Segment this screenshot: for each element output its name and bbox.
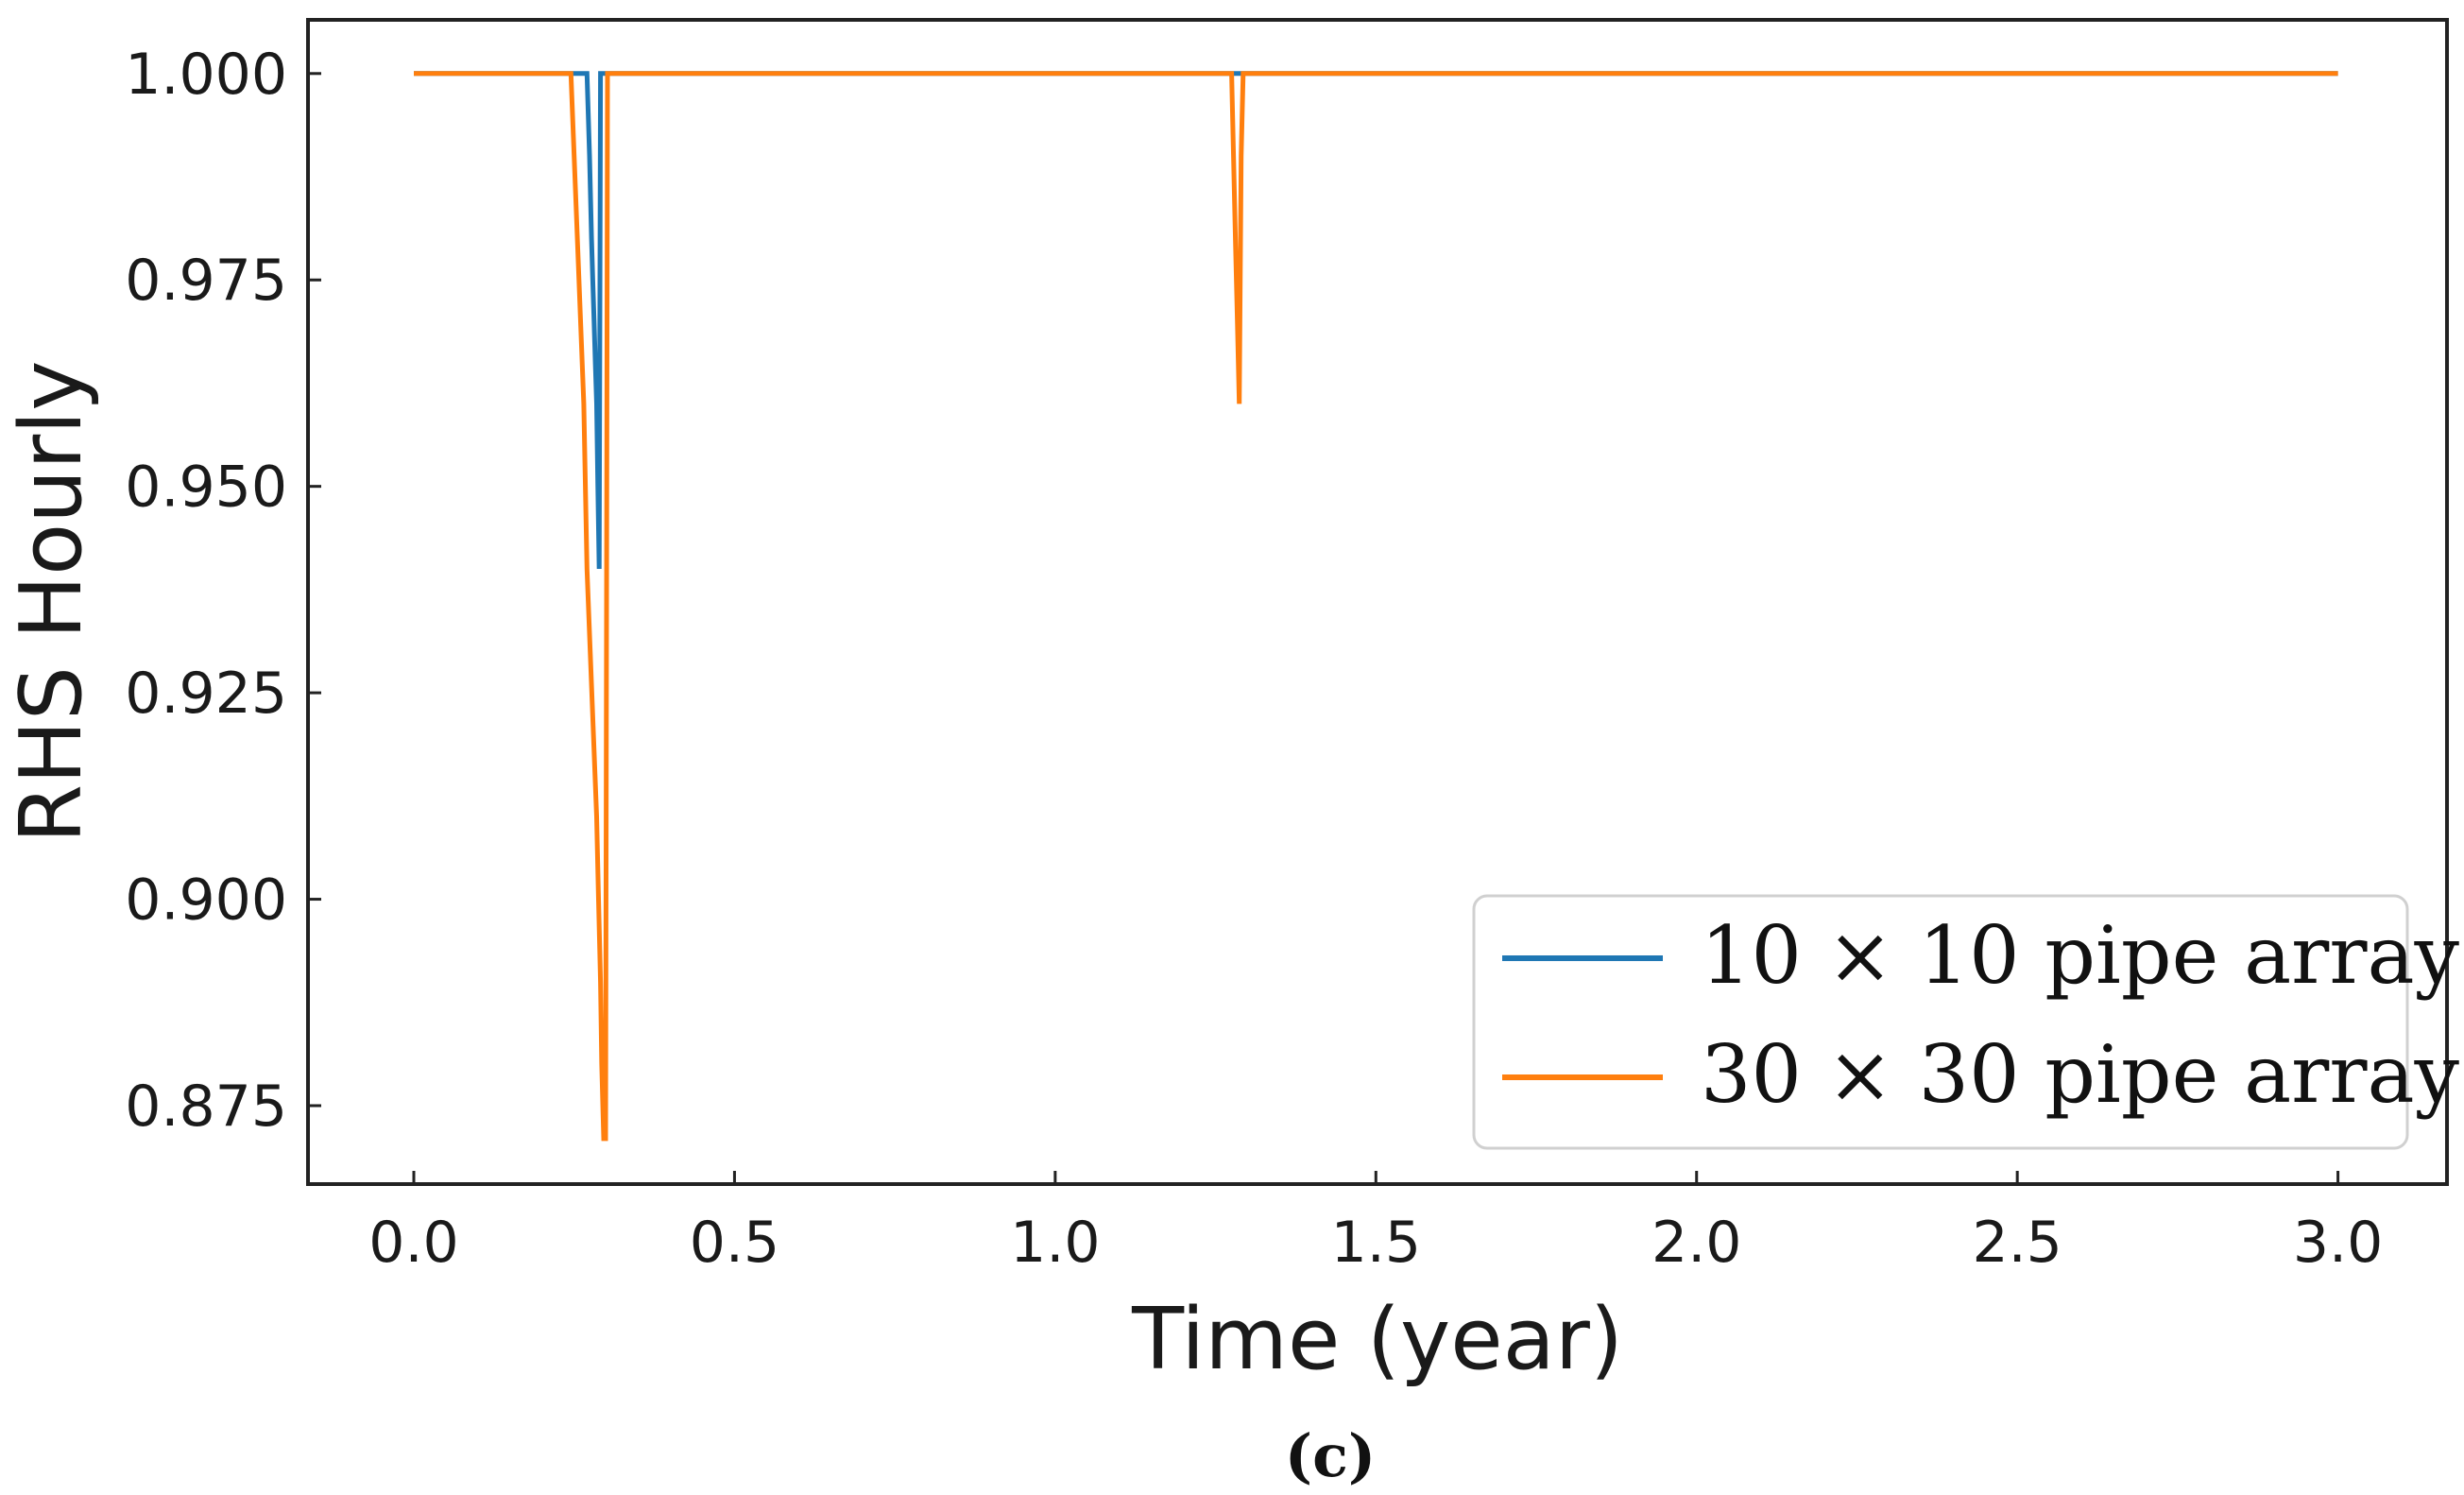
series-line-1 [414,71,2338,570]
figure-caption: (c) [1285,1421,1376,1490]
x-tick-label: 0.5 [690,1210,779,1276]
legend-label-series-2: 30 × 30 pipe array [1701,1028,2460,1121]
y-axis-title: RHS Hourly [2,361,101,844]
x-tick-label: 1.5 [1331,1210,1421,1276]
x-tick-label: 0.0 [368,1210,458,1276]
series-layer [414,71,2338,1142]
y-tick-label: 0.950 [125,455,287,521]
x-axis-title: Time (year) [1131,1290,1623,1389]
y-tick-label: 0.925 [125,661,287,727]
x-axis-ticks: 0.0 0.5 1.0 1.5 2.0 2.5 3.0 [368,1171,2383,1276]
x-tick-label: 3.0 [2293,1210,2383,1276]
y-tick-label: 0.975 [125,248,287,314]
series-line-2 [414,71,2338,1142]
y-tick-label: 0.900 [125,868,287,934]
x-tick-label: 2.0 [1651,1210,1741,1276]
x-tick-label: 1.0 [1010,1210,1100,1276]
y-axis-ticks: 0.875 0.900 0.925 0.950 0.975 1.000 [125,42,321,1140]
y-tick-label: 1.000 [125,42,287,108]
legend: 10 × 10 pipe array 30 × 30 pipe array [1472,894,2460,1150]
y-tick-label: 0.875 [125,1074,287,1140]
x-tick-label: 2.5 [1972,1210,2062,1276]
legend-box [1472,894,2409,1150]
legend-label-series-1: 10 × 10 pipe array [1701,909,2460,1002]
